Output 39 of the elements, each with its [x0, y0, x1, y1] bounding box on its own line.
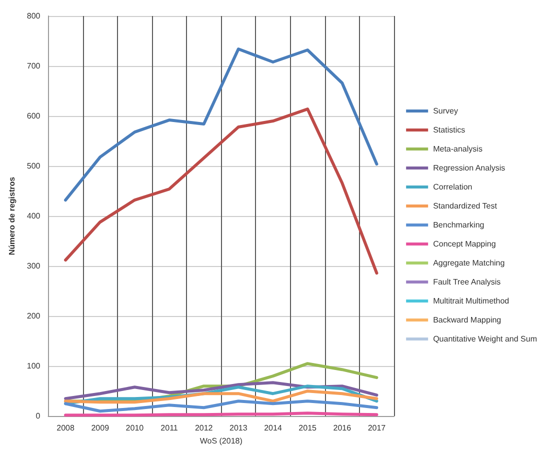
x-tick-label: 2014 — [264, 424, 282, 433]
x-tick-label: 2012 — [194, 424, 214, 433]
legend-label: Benchmarking — [433, 220, 484, 230]
y-tick-label: 700 — [26, 62, 41, 71]
y-tick-label: 300 — [26, 262, 41, 271]
y-axis-title: Número de registros — [8, 176, 16, 256]
legend-label: Correlation — [433, 182, 472, 192]
x-tick-label: 2015 — [298, 424, 318, 433]
x-tick-label: 2010 — [126, 424, 144, 433]
x-tick-label: 2011 — [160, 424, 178, 433]
legend-label: Regression Analysis — [433, 164, 506, 172]
legend-label: Aggregate Matching — [433, 258, 505, 268]
legend-label: Quantitative Weight and Sum — [433, 334, 538, 344]
legend-label: Standardized Test — [433, 202, 498, 210]
legend-label: Multitrait Multimethod — [433, 296, 510, 306]
line-series — [64, 400, 378, 413]
x-tick-label: 2017 — [368, 424, 386, 433]
legend-label: Survey — [433, 106, 458, 116]
x-tick-label: 2016 — [333, 424, 352, 433]
legend-label: Concept Mapping — [433, 240, 496, 248]
legend-label: Fault Tree Analysis — [433, 278, 501, 286]
line-series — [64, 390, 378, 404]
x-tick-label: 2009 — [91, 424, 110, 433]
y-tick-label: 600 — [26, 112, 41, 121]
y-tick-label: 400 — [26, 212, 41, 221]
y-tick-label: 800 — [26, 12, 41, 20]
x-tick-label: 2013 — [230, 424, 248, 433]
line-series — [64, 381, 378, 400]
y-tick-label: 100 — [26, 362, 41, 371]
y-tick-label: 500 — [26, 162, 41, 171]
legend-label: Backward Mapping — [433, 316, 502, 324]
legend-label: Statistics — [433, 126, 466, 134]
y-tick-label: 0 — [36, 412, 41, 421]
y-tick-label: 200 — [26, 312, 41, 321]
line-series — [64, 108, 378, 275]
line-series — [64, 48, 378, 202]
legend-label: Meta-analysis — [433, 144, 482, 154]
x-axis-title: WoS (2018) — [200, 436, 243, 446]
x-tick-label: 2008 — [56, 424, 75, 433]
